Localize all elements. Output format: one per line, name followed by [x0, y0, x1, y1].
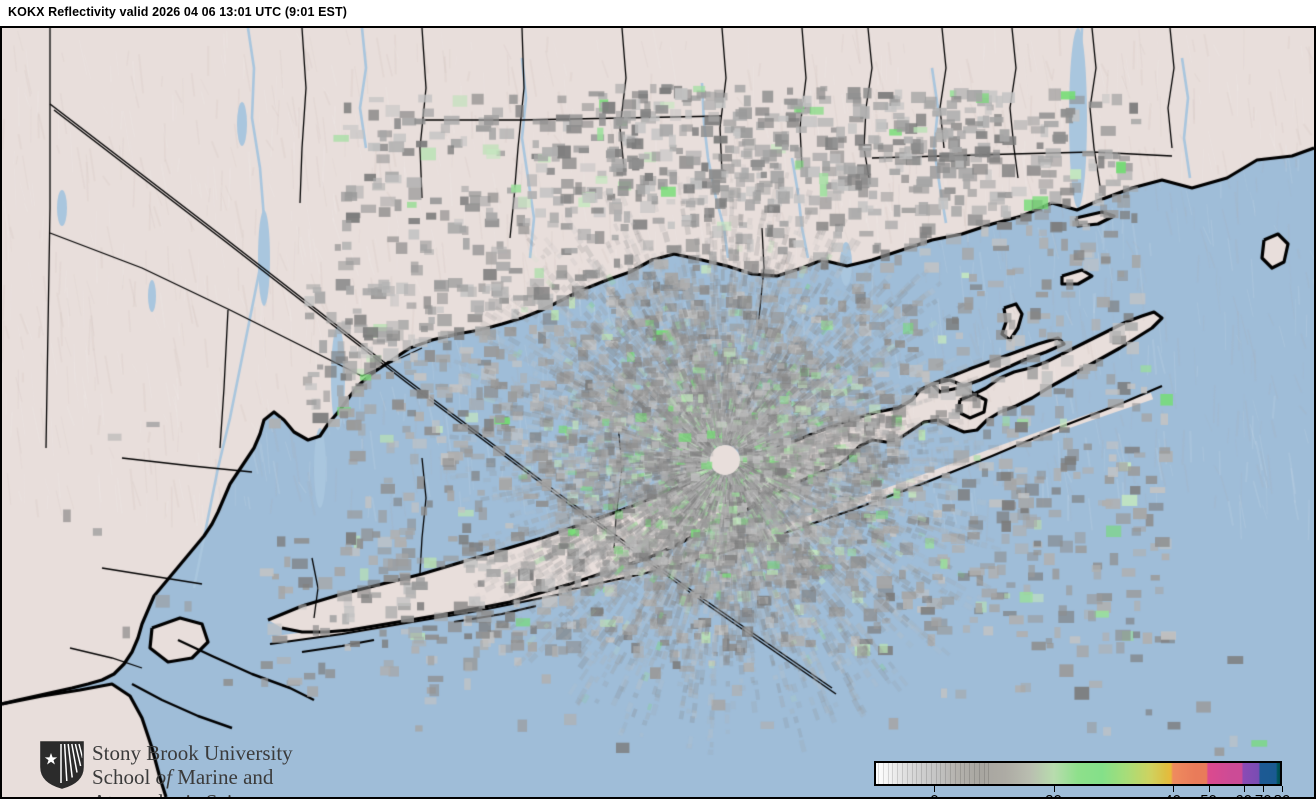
logo-line-1: Stony Brook University: [92, 741, 293, 765]
logo-line-3: Atmospheric Sciences: [92, 790, 293, 797]
colorbar-tick: [1263, 786, 1265, 792]
colorbar-tick: [1282, 786, 1283, 792]
colorbar-tick: [1243, 786, 1245, 792]
colorbar-tick-label: 40: [1164, 792, 1181, 797]
shield-icon: [40, 741, 84, 789]
title-bar: KOKX Reflectivity valid 2026 04 06 13:01…: [0, 0, 1316, 26]
colorbar-tick-label: 80: [1274, 792, 1291, 797]
logo-line-2: School of Marine and: [92, 765, 293, 789]
colorbar-bar: [874, 761, 1282, 786]
reflectivity-colorbar: 0 20 40 50 607080: [874, 761, 1290, 797]
stony-brook-logo: Stony Brook University School of Marine …: [40, 725, 293, 797]
radar-map-frame[interactable]: Stony Brook University School of Marine …: [0, 26, 1316, 799]
colorbar-tick: [1208, 786, 1210, 792]
logo-line-2-em: of: [155, 765, 172, 790]
colorbar-gradient: [876, 763, 1280, 784]
logo-line-2-post: Marine and: [171, 765, 274, 790]
colorbar-tick-label: 50: [1200, 792, 1217, 797]
colorbar-tick-label: 70: [1255, 792, 1272, 797]
colorbar-tick-label: 20: [1045, 792, 1062, 797]
colorbar-tick: [1172, 786, 1174, 792]
colorbar-tick: [934, 786, 936, 792]
page-title: KOKX Reflectivity valid 2026 04 06 13:01…: [8, 5, 347, 19]
colorbar-tick-label: 60: [1235, 792, 1252, 797]
colorbar-tick: [1053, 786, 1055, 792]
logo-text-block: Stony Brook University School of Marine …: [92, 725, 293, 797]
radar-map-canvas[interactable]: [2, 28, 1314, 797]
colorbar-tick-label: 0: [930, 792, 938, 797]
logo-line-2-pre: School: [92, 765, 156, 790]
